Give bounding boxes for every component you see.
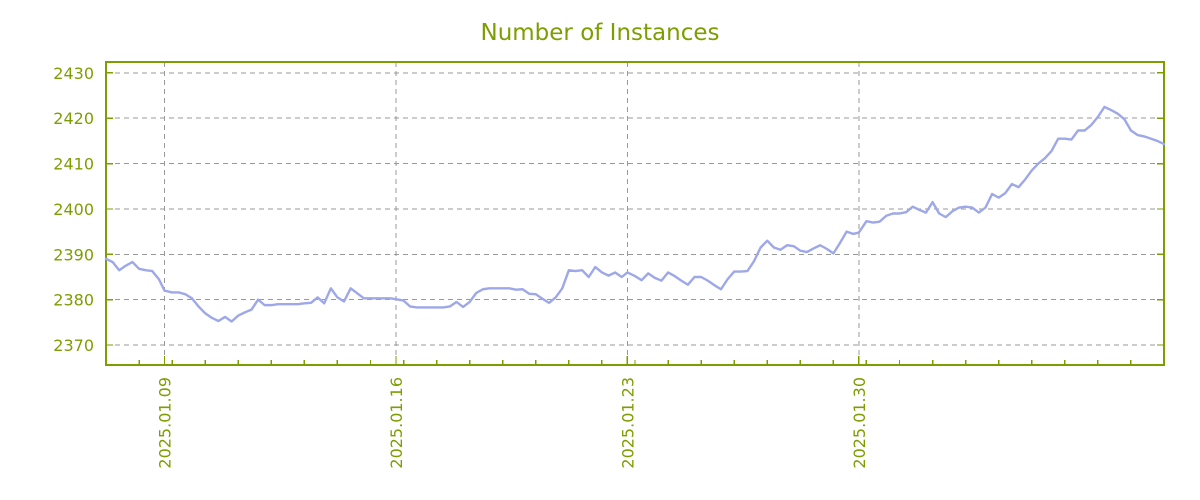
series-group [104,105,1166,323]
x-axis-tick-label: 2025.01.23 [618,377,637,469]
y-axis-tick-labels: 2370 2380 2390 2400 2410 2420 2430 [53,64,94,355]
y-axis-tick-label: 2410 [53,155,94,174]
y-axis-tick-label: 2380 [53,291,94,310]
chart-title: Number of Instances [481,20,720,46]
y-axis-tick-label: 2420 [53,109,94,128]
x-axis-tick-label: 2025.01.16 [387,377,406,469]
y-axis-tick-label: 2370 [53,336,94,355]
vertical-gridlines [164,62,860,365]
y-axis-ticks [106,72,1164,346]
y-axis-tick-label: 2430 [53,64,94,83]
y-axis-tick-label: 2400 [53,200,94,219]
x-axis-tick-label: 2025.01.09 [156,377,175,469]
series-line-number-of-instances [104,105,1166,323]
x-axis-tick-label: 2025.01.30 [850,377,869,469]
plot-frame [105,61,1165,366]
y-axis-tick-label: 2390 [53,245,94,264]
x-axis-tick-labels: 2025.01.09 2025.01.16 2025.01.23 2025.01.30 [156,377,869,469]
x-axis-ticks [105,356,1165,365]
